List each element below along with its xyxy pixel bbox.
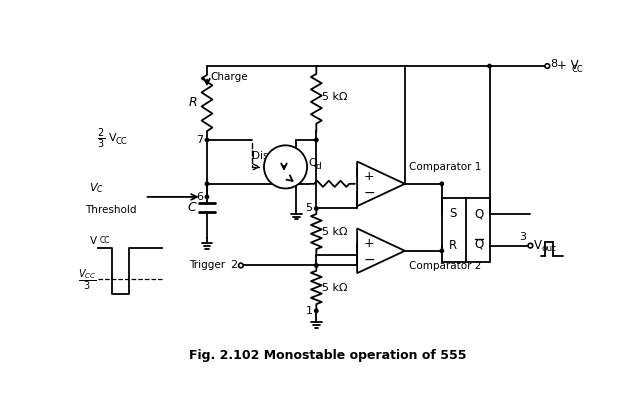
Text: 3: 3 [520,232,527,242]
Text: R: R [449,239,457,252]
Text: −: − [364,253,375,267]
Text: $\dfrac{V_{CC}}{3}$: $\dfrac{V_{CC}}{3}$ [79,267,97,292]
Circle shape [238,263,243,268]
Circle shape [205,182,209,186]
Text: $\frac{2}{3}$: $\frac{2}{3}$ [97,126,105,151]
Text: Charge: Charge [211,72,249,82]
Text: 7: 7 [196,135,203,145]
Circle shape [545,64,550,68]
Text: R: R [189,97,197,110]
Text: Threshold: Threshold [86,204,137,215]
Text: Q: Q [474,238,484,251]
Circle shape [440,182,443,186]
Circle shape [314,207,318,210]
Text: CC: CC [571,65,583,74]
Circle shape [440,249,443,252]
Text: Q: Q [474,207,484,220]
Text: +: + [364,170,374,183]
Circle shape [205,195,209,199]
Text: 6: 6 [196,192,203,202]
Text: 5 kΩ: 5 kΩ [323,227,348,236]
Text: Discharge: Discharge [252,151,305,162]
Text: Comparator 1: Comparator 1 [409,162,481,172]
Text: 8: 8 [550,59,557,69]
Text: 5 kΩ: 5 kΩ [323,283,348,293]
Text: V: V [534,239,543,252]
Text: V: V [89,236,97,246]
Circle shape [205,138,209,142]
Circle shape [264,145,307,189]
Text: 1: 1 [305,306,312,316]
Text: +: + [364,237,374,249]
Text: V: V [109,133,117,144]
Text: 2: 2 [230,261,237,270]
Circle shape [488,64,491,68]
Text: d: d [316,162,321,171]
Text: Fig. 2.102 Monostable operation of 555: Fig. 2.102 Monostable operation of 555 [189,349,466,362]
Text: CC: CC [116,137,127,146]
Text: 5 kΩ: 5 kΩ [323,92,348,102]
Text: Q: Q [309,158,318,168]
Text: + V: + V [557,59,579,72]
Circle shape [314,138,318,142]
Text: S: S [449,207,456,220]
Text: $V_C$: $V_C$ [89,182,104,196]
Text: out: out [542,244,557,253]
Bar [442,198,489,262]
Text: CC: CC [100,236,111,245]
Text: 5: 5 [305,203,312,213]
Text: Comparator 2: Comparator 2 [409,261,481,271]
Circle shape [314,309,318,312]
Text: C: C [187,201,196,214]
Circle shape [314,264,318,267]
Text: Trigger: Trigger [189,261,226,270]
Text: −: − [364,186,375,200]
Circle shape [528,243,533,248]
